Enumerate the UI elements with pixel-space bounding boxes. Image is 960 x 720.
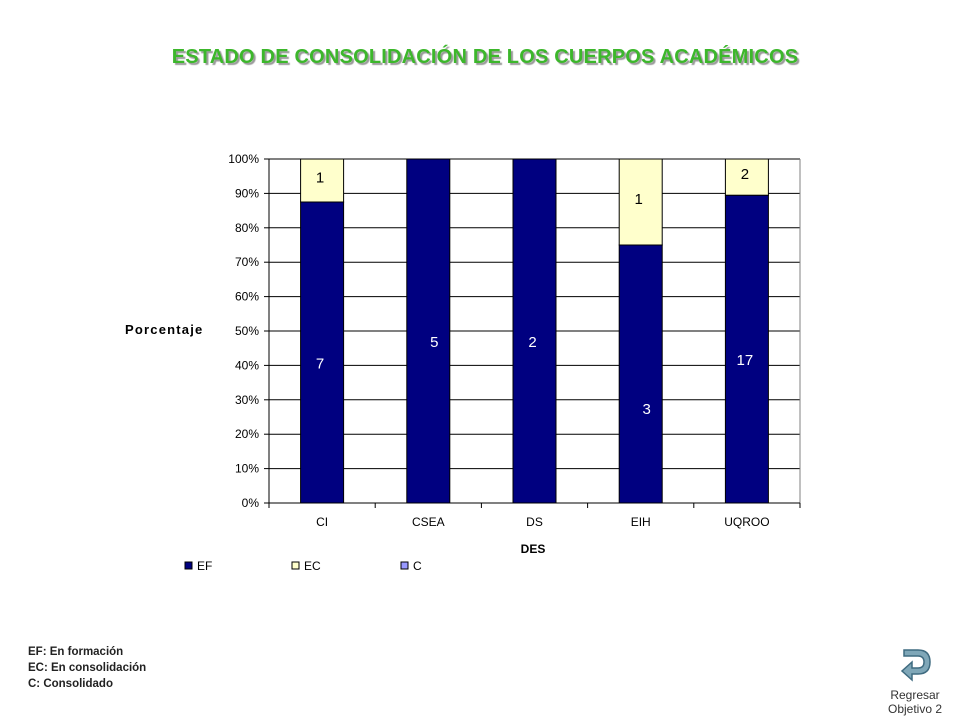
bar-ef xyxy=(724,194,769,504)
y-tick-label: 50% xyxy=(235,324,259,338)
bar-ec xyxy=(300,158,345,203)
legend-label: EC xyxy=(304,559,321,573)
legend-item-ef: EF xyxy=(184,559,212,573)
data-label: 2 xyxy=(741,166,749,183)
legend: EF EC C xyxy=(184,559,422,573)
x-tick-label: CI xyxy=(316,515,328,529)
data-label: 1 xyxy=(316,170,324,187)
legend-swatch xyxy=(184,561,193,570)
legend-item-c: C xyxy=(400,559,422,573)
y-tick-label: 40% xyxy=(235,358,259,372)
data-label: 17 xyxy=(737,352,754,369)
legend-label: C xyxy=(413,559,422,573)
footnote-ef: EF: En formación xyxy=(28,646,124,658)
y-tick-label: 0% xyxy=(242,496,260,510)
data-label: 7 xyxy=(316,356,324,373)
y-tick-label: 80% xyxy=(235,221,259,235)
back-label-line2: Objetivo 2 xyxy=(887,702,943,716)
data-label: 3 xyxy=(643,401,651,418)
x-axis-label: DES xyxy=(521,542,546,556)
legend-swatch xyxy=(291,561,300,570)
footnote-c: C: Consolidado xyxy=(28,678,113,690)
curved-return-arrow-icon xyxy=(900,649,931,682)
data-label: 2 xyxy=(528,334,536,351)
y-tick-label: 20% xyxy=(235,427,259,441)
back-label-line1: Regresar xyxy=(890,688,940,702)
legend-swatch xyxy=(400,561,409,570)
y-axis-label: Porcentaje xyxy=(125,322,203,337)
footnotes: EF: En formación EC: En consolidación C:… xyxy=(28,644,146,692)
y-tick-label: 100% xyxy=(228,152,259,166)
legend-label: EF xyxy=(197,559,212,573)
y-tick-label: 70% xyxy=(235,255,259,269)
axes: 0% 10% 20% 30% 40% 50% 60% 70% 80% 90% 100% CI CSEA D… xyxy=(228,152,801,529)
data-label: 5 xyxy=(430,334,438,351)
y-tick-label: 10% xyxy=(235,462,259,476)
x-tick-label: UQROO xyxy=(724,515,769,529)
bar-ef xyxy=(300,201,345,504)
bar-ef xyxy=(618,244,663,504)
y-tick-label: 90% xyxy=(235,186,259,200)
bar-ec xyxy=(618,158,663,246)
back-to-objective-button[interactable]: Regresar Objetivo 2 xyxy=(880,644,950,718)
bars xyxy=(300,158,769,504)
footnote-ec: EC: En consolidación xyxy=(28,662,147,674)
bar-ef xyxy=(406,158,451,504)
chart-title: ESTADO DE CONSOLIDACIÓN DE LOS CUERPOS A… xyxy=(171,46,799,68)
y-tick-label: 60% xyxy=(235,290,259,304)
bar-ef xyxy=(512,158,557,504)
bar-ec xyxy=(724,158,769,196)
x-tick-label: CSEA xyxy=(412,515,445,529)
data-label: 1 xyxy=(635,191,643,208)
x-tick-label: DS xyxy=(526,515,543,529)
x-tick-label: EIH xyxy=(631,515,651,529)
legend-item-ec: EC xyxy=(291,559,321,573)
y-tick-label: 30% xyxy=(235,393,259,407)
bar-labels: 7 1 5 2 3 1 17 2 xyxy=(316,166,753,418)
